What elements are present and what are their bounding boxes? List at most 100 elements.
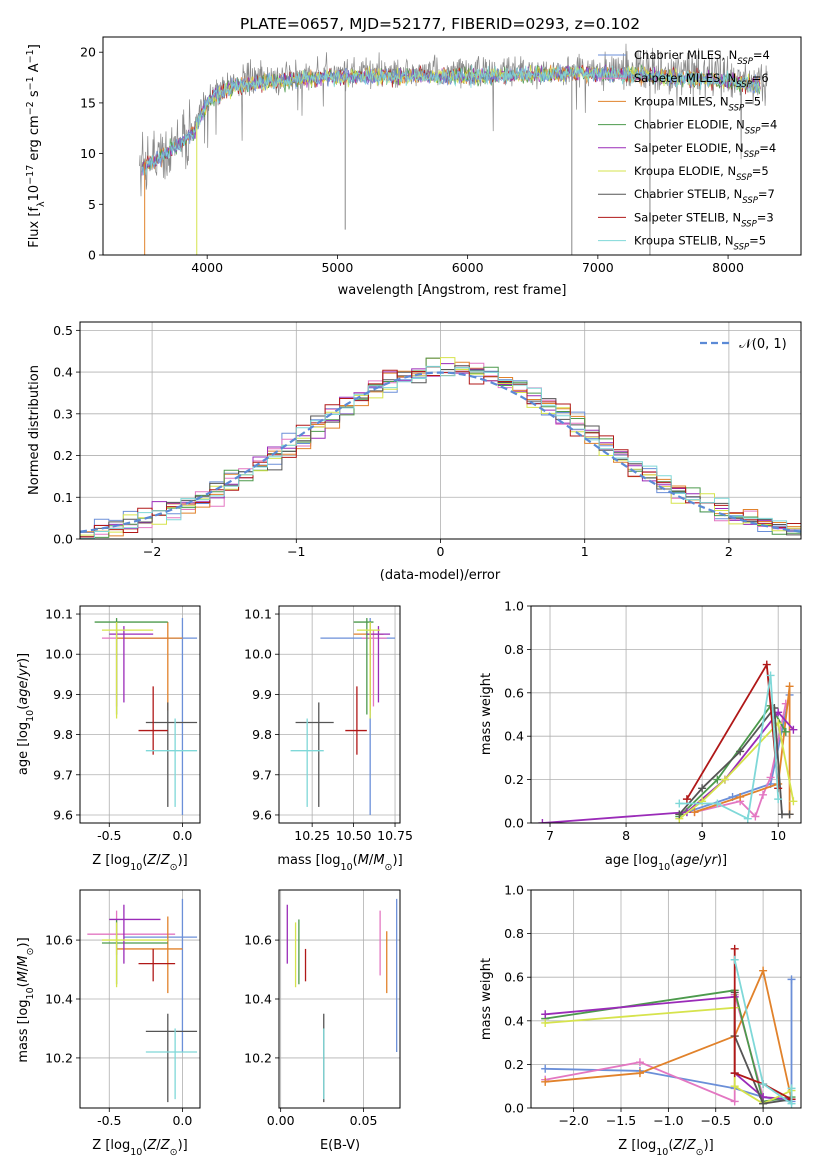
legend-label: Chabrier ELODIE, NSSP=4 bbox=[634, 118, 777, 137]
y-tick-label: 10 bbox=[80, 146, 96, 161]
error-bars bbox=[87, 898, 198, 1103]
x-tick-label: −1.5 bbox=[606, 1113, 636, 1128]
mass-weight-point-marker bbox=[766, 773, 775, 782]
spectrum-panel: 4000 5000 6000 7000 8000 0 5 10 15 20 wavelength [… bbox=[25, 36, 802, 298]
x-axis-label: E(B-V) bbox=[320, 1138, 360, 1153]
mass-weight-point-marker bbox=[787, 1084, 796, 1093]
plot-frame bbox=[530, 605, 802, 824]
mass-weight-point-marker bbox=[635, 1069, 644, 1078]
y-tick-label: 0.2 bbox=[504, 772, 524, 787]
y-tick-label: 10.2 bbox=[45, 1050, 73, 1065]
x-tick-label: −1 bbox=[287, 544, 305, 559]
histograms bbox=[80, 357, 801, 539]
residual-histogram-panel: −2 −1 0 1 2 0.0 0.1 0.2 0.3 0.4 0.5 𝒩(0, 1) (data-mo… bbox=[27, 321, 802, 583]
x-tick-label: 2 bbox=[725, 544, 733, 559]
y-axis-label: mass weight bbox=[479, 673, 494, 755]
y-tick-label: 0.0 bbox=[53, 532, 73, 547]
spectrum-legend: Chabrier MILES, NSSP=4 Salpeter MILES, NS… bbox=[598, 48, 777, 253]
y-tick-label: 1.0 bbox=[504, 883, 524, 898]
mass-weight-point-marker bbox=[541, 1018, 550, 1027]
mass-weight-vs-age-panel: 7 8 9 10 0.0 0.2 0.4 0.6 0.8 1.0 age [log10(age/yr… bbox=[479, 599, 802, 873]
y-tick-label: 0.2 bbox=[53, 448, 73, 463]
x-tick-label: -0.5 bbox=[97, 828, 121, 843]
mass-weight-point-marker bbox=[787, 1099, 796, 1108]
mass-weight-point-marker bbox=[774, 795, 783, 804]
x-tick-label: 10.25 bbox=[294, 828, 330, 843]
legend-label: Salpeter ELODIE, NSSP=4 bbox=[634, 141, 776, 160]
y-tick-label: 9.7 bbox=[252, 767, 272, 782]
age-vs-metallicity-panel: -0.5 0.0 9.6 9.7 9.8 9.9 10.0 10.1 Z [log10(Z/Z⊙… bbox=[16, 605, 201, 873]
mass-weight-point-marker bbox=[675, 799, 684, 808]
mass-weight-point-marker bbox=[730, 944, 739, 953]
spectrum-lines bbox=[139, 43, 768, 255]
mass-weight-series-line bbox=[694, 703, 787, 819]
mass-weight-point-marker bbox=[635, 1058, 644, 1067]
plot-frame bbox=[278, 605, 401, 824]
mass-weight-series-line bbox=[545, 979, 793, 1103]
x-axis-label: Z [log10(Z/Z⊙)] bbox=[618, 1138, 713, 1158]
x-axis-label: Z [log10(Z/Z⊙)] bbox=[92, 853, 187, 873]
y-tick-label: 0.4 bbox=[504, 1013, 524, 1028]
y-tick-label: 0.6 bbox=[504, 685, 524, 700]
x-axis-label: Z [log10(Z/Z⊙)] bbox=[92, 1138, 187, 1158]
x-tick-label: 9 bbox=[698, 828, 706, 843]
model-spectrum-line bbox=[141, 65, 761, 176]
mass-weight-lines bbox=[538, 660, 798, 823]
legend-label: Kroupa STELIB, NSSP=5 bbox=[634, 234, 766, 253]
mass-weight-point-marker bbox=[785, 682, 794, 691]
mass-weight-point-marker bbox=[789, 725, 798, 734]
mass-weight-point-marker bbox=[541, 1064, 550, 1073]
plot-frame bbox=[530, 889, 802, 1109]
y-tick-label: 10.0 bbox=[244, 647, 272, 662]
mass-weight-point-marker bbox=[759, 1099, 768, 1108]
mass-weight-point-marker bbox=[787, 975, 796, 984]
mass-weight-point-marker bbox=[789, 797, 798, 806]
x-tick-label: 10.50 bbox=[336, 828, 372, 843]
x-axis-label: wavelength [Angstrom, rest frame] bbox=[338, 283, 567, 298]
error-bars bbox=[94, 618, 198, 815]
mass-weight-point-marker bbox=[698, 784, 707, 793]
y-axis-label: mass [log10(M/M⊙)] bbox=[16, 937, 36, 1062]
x-tick-label: 7 bbox=[546, 828, 554, 843]
plot-frame bbox=[79, 889, 201, 1109]
mass-weight-point-marker bbox=[736, 747, 745, 756]
y-tick-label: 9.8 bbox=[53, 727, 73, 742]
x-tick-label: 8000 bbox=[712, 260, 744, 275]
legend-label: Kroupa MILES, NSSP=5 bbox=[634, 94, 761, 113]
y-tick-label: 9.7 bbox=[53, 767, 73, 782]
y-tick-label: 0.0 bbox=[504, 816, 524, 831]
x-axis-label: (data-model)/error bbox=[380, 568, 501, 583]
x-tick-label: 4000 bbox=[191, 260, 223, 275]
mass-weight-point-marker bbox=[541, 1077, 550, 1086]
error-bars bbox=[290, 618, 396, 815]
y-tick-label: 10.1 bbox=[45, 607, 73, 622]
y-tick-label: 0.8 bbox=[504, 642, 524, 657]
legend-label: Salpeter STELIB, NSSP=3 bbox=[634, 210, 774, 229]
y-tick-label: 10.4 bbox=[244, 992, 272, 1007]
mass-weight-series-line bbox=[678, 704, 787, 818]
model-spectrum-line bbox=[141, 64, 761, 176]
x-tick-label: 0 bbox=[437, 544, 445, 559]
normal-reference-curve bbox=[80, 371, 801, 533]
x-tick-label: −1.0 bbox=[653, 1113, 683, 1128]
observed-spectrum-line bbox=[139, 43, 768, 197]
legend-label: Chabrier MILES, NSSP=4 bbox=[634, 48, 770, 67]
y-tick-label: 0.4 bbox=[504, 729, 524, 744]
mass-weight-point-marker bbox=[730, 1069, 739, 1078]
plot-frame bbox=[79, 605, 201, 824]
x-tick-label: 7000 bbox=[582, 260, 614, 275]
y-tick-label: 10.6 bbox=[45, 933, 73, 948]
y-tick-label: 0.6 bbox=[504, 970, 524, 985]
legend-label: Kroupa ELODIE, NSSP=5 bbox=[634, 164, 769, 183]
mass-weight-point-marker bbox=[758, 790, 767, 799]
y-axis-label: age [log10(age/yr)] bbox=[16, 653, 36, 775]
x-tick-label: −0.5 bbox=[701, 1113, 731, 1128]
legend-label: Salpeter MILES, NSSP=6 bbox=[634, 71, 769, 90]
x-tick-label: 0.05 bbox=[350, 1113, 378, 1128]
mass-weight-point-marker bbox=[682, 795, 691, 804]
y-tick-label: 0 bbox=[88, 248, 96, 263]
mass-weight-point-marker bbox=[730, 1097, 739, 1106]
x-tick-label: 0.00 bbox=[267, 1113, 295, 1128]
y-tick-label: 0.5 bbox=[53, 323, 73, 338]
